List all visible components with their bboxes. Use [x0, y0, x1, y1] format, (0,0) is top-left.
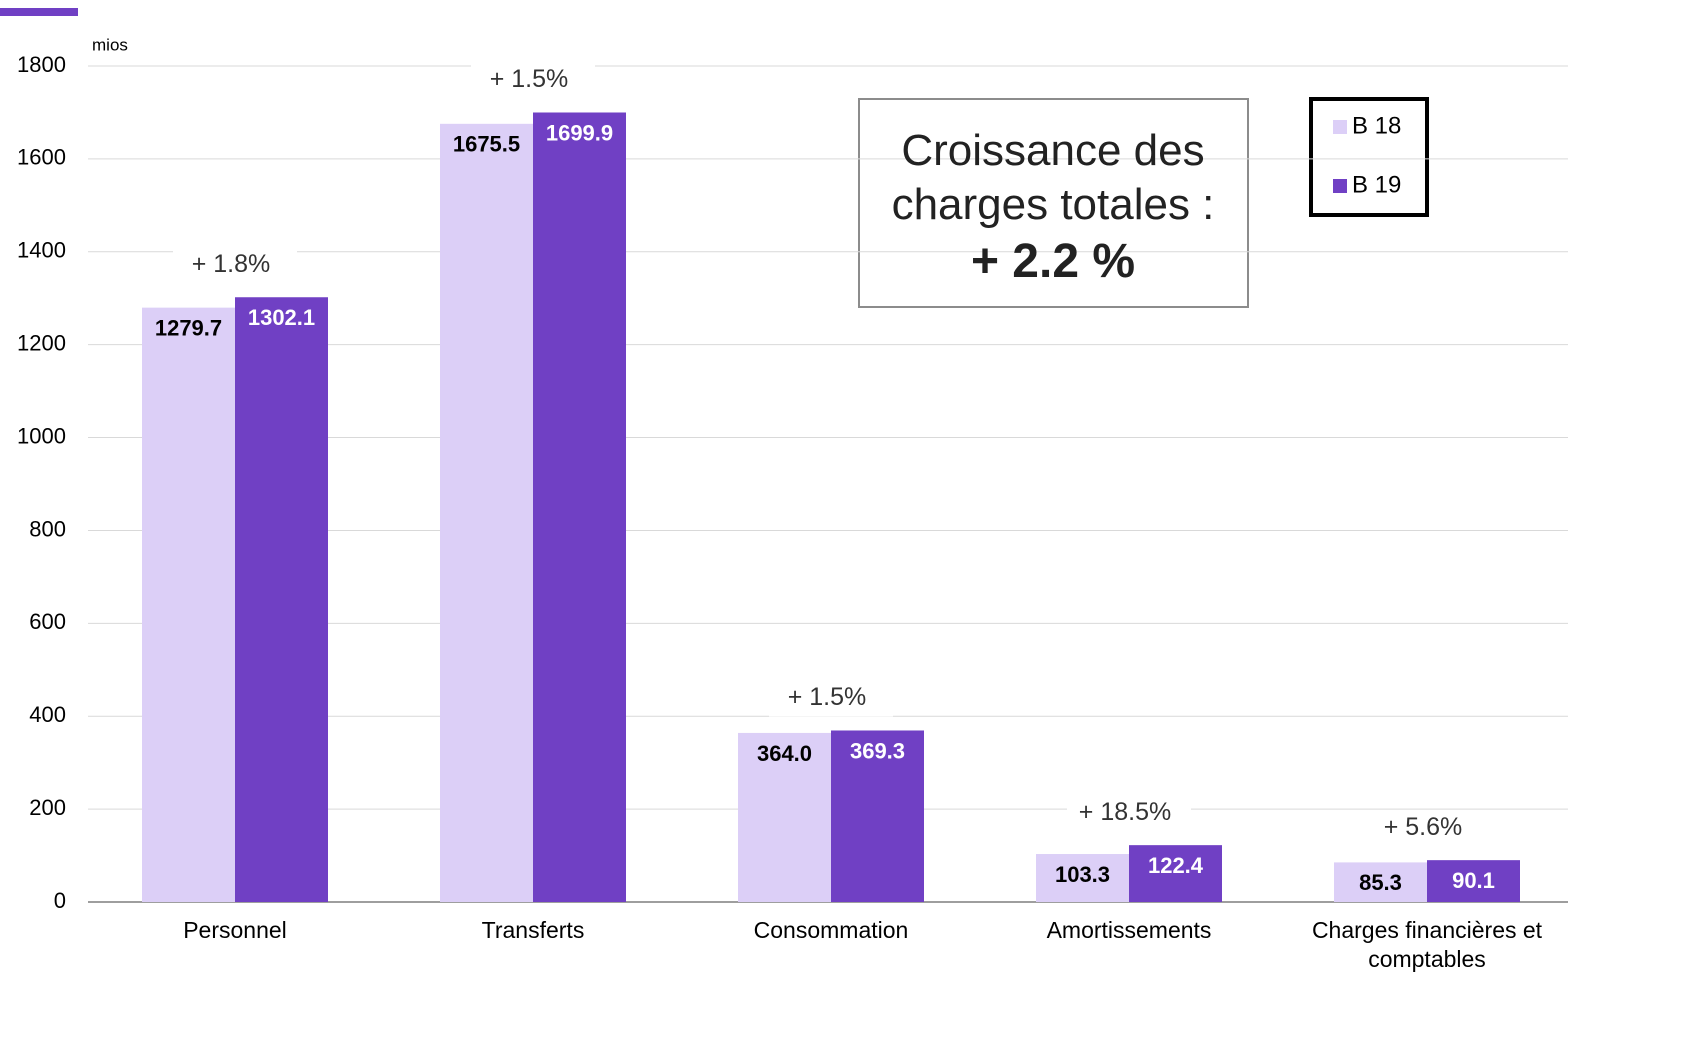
bar: [142, 307, 235, 902]
unit-label: mios: [92, 35, 128, 54]
bar: [533, 112, 626, 902]
x-tick-label: Transferts: [481, 917, 585, 943]
growth-label: + 1.5%: [490, 65, 569, 93]
value-label: 122.4: [1148, 853, 1204, 878]
growth-label: + 1.8%: [192, 250, 271, 278]
y-tick-label: 800: [29, 516, 66, 541]
legend-label: B 18: [1352, 112, 1401, 139]
growth-label-bg: [173, 247, 297, 284]
value-label: 1675.5: [453, 132, 520, 157]
bar: [440, 123, 533, 902]
summary-value: + 2.2 %: [970, 235, 1136, 288]
accent-bar: [0, 8, 78, 16]
value-label: 85.3: [1359, 870, 1402, 895]
legend-swatch: [1333, 120, 1347, 134]
growth-label-bg: [471, 62, 595, 99]
x-tick-label: Amortissements: [1046, 917, 1212, 943]
y-tick-label: 1000: [17, 423, 66, 448]
x-tick-label: Consommation: [753, 917, 909, 943]
legend-swatch: [1333, 179, 1347, 193]
growth-label: + 18.5%: [1079, 798, 1171, 826]
summary-box: [858, 98, 1249, 308]
x-tick-label: Personnel: [183, 917, 287, 943]
growth-label-bg: [1067, 795, 1191, 832]
bar: [738, 732, 831, 902]
y-tick-label: 1200: [17, 330, 66, 355]
value-label: 1302.1: [248, 305, 315, 330]
y-tick-label: 0: [54, 888, 66, 913]
legend-label: B 19: [1352, 171, 1401, 198]
growth-label-bg: [769, 680, 893, 717]
growth-label: + 5.6%: [1384, 813, 1463, 841]
growth-label: + 1.5%: [788, 683, 867, 711]
value-label: 1279.7: [155, 315, 222, 340]
summary-text: Croissance des charges totales :: [891, 126, 1215, 229]
value-label: 1699.9: [546, 120, 613, 145]
legend-box: [1309, 97, 1429, 217]
value-label: 369.3: [850, 738, 905, 763]
y-tick-label: 1400: [17, 238, 66, 263]
value-label: 364.0: [757, 741, 812, 766]
growth-label-bg: [1365, 810, 1489, 847]
value-label: 90.1: [1452, 868, 1495, 893]
value-label: 103.3: [1055, 862, 1110, 887]
y-tick-label: 600: [29, 609, 66, 634]
x-tick-label: Charges financières et comptables: [1311, 917, 1543, 972]
bar: [235, 297, 328, 902]
bar: [1129, 845, 1222, 902]
bar: [1036, 854, 1129, 902]
y-tick-label: 1600: [17, 145, 66, 170]
y-tick-label: 400: [29, 702, 66, 727]
bar: [831, 730, 924, 902]
y-tick-label: 200: [29, 795, 66, 820]
bar: [1334, 862, 1427, 902]
bar: [1427, 860, 1520, 902]
y-tick-label: 1800: [17, 52, 66, 77]
